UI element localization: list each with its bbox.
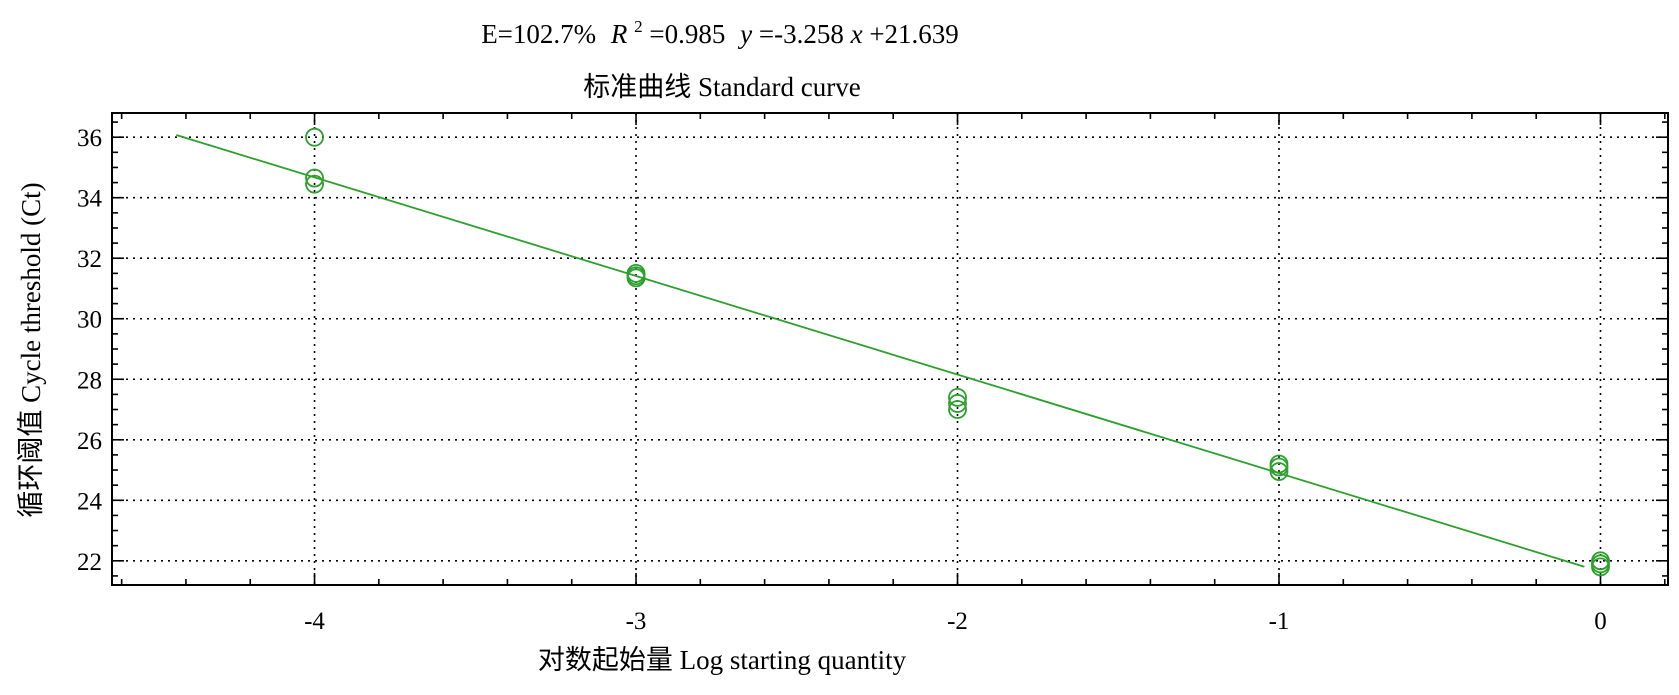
efficiency-text: E=102.7% <box>481 19 596 49</box>
y-tick-label: 34 <box>77 186 103 213</box>
tick-labels: -4 -3 -2 -1 0 22 24 26 28 30 32 34 36 <box>77 125 1607 635</box>
x-tick-label: -3 <box>626 608 647 635</box>
x-axis-label: 对数起始量 Log starting quantity <box>538 645 907 675</box>
fit-line <box>176 134 1585 568</box>
x-tick-label: 0 <box>1594 608 1607 635</box>
y-axis-label: 循环阈值 Cycle threshold (Ct) <box>16 182 46 517</box>
y-tick-label: 32 <box>77 246 102 273</box>
data-points <box>305 127 1610 577</box>
data-point <box>948 394 967 413</box>
x-tick-label: -1 <box>1269 608 1290 635</box>
data-point <box>948 400 967 419</box>
chart-equation: E=102.7% R 2 =0.985 y =-3.258 x +21.639 <box>481 8 959 49</box>
y-tick-label: 24 <box>77 488 103 515</box>
data-point <box>1269 457 1289 477</box>
r-symbol: R <box>610 19 628 49</box>
data-point <box>305 127 324 147</box>
equation-intercept: +21.639 <box>869 19 958 49</box>
equation-slope: =-3.258 <box>759 19 844 49</box>
data-point <box>1591 557 1610 577</box>
y-tick-label: 30 <box>77 307 102 334</box>
x-tick-label: -4 <box>304 608 325 635</box>
grid-lines <box>112 113 1668 585</box>
y-tick-label: 28 <box>77 367 102 394</box>
data-point <box>305 168 324 188</box>
y-tick-label: 26 <box>77 428 102 455</box>
x-tick-label: -2 <box>947 608 968 635</box>
data-point <box>305 174 324 194</box>
y-tick-label: 22 <box>77 549 102 576</box>
data-point <box>948 388 967 407</box>
x-symbol: x <box>850 19 863 49</box>
plot-frame <box>111 112 1669 586</box>
y-tick-label: 36 <box>77 125 102 152</box>
axis-ticks <box>112 113 1668 585</box>
data-point <box>626 268 646 288</box>
fit-line-layer <box>176 134 1585 568</box>
chart-subtitle: 标准曲线 Standard curve <box>583 72 860 102</box>
r-value: =0.985 <box>649 19 725 49</box>
data-point <box>1269 462 1289 481</box>
r-exponent: 2 <box>634 17 643 36</box>
y-symbol: y <box>737 19 752 49</box>
